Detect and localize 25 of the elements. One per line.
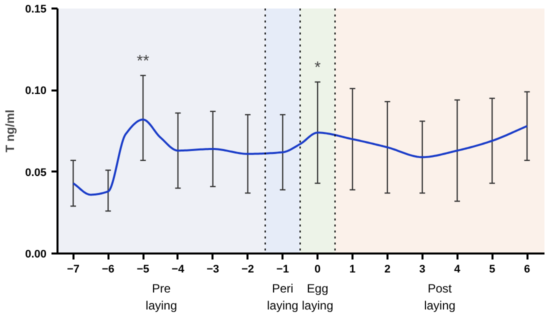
x-tick-label: −4: [172, 264, 186, 276]
x-tick-label: −2: [241, 264, 254, 276]
x-tick-label: 4: [454, 264, 462, 276]
y-tick-label: 0.10: [25, 85, 47, 98]
x-tick-label: 3: [419, 264, 426, 276]
x-tick-label: 6: [524, 264, 530, 276]
x-tick-label: −5: [136, 264, 150, 276]
y-axis-title: T ng/ml: [3, 110, 18, 152]
x-tick-label: −3: [206, 264, 220, 276]
y-tick-label: 0.00: [25, 248, 47, 260]
x-tick-label: 5: [489, 264, 496, 276]
band-label: Peri laying: [266, 282, 298, 312]
x-tick-label: −1: [276, 264, 289, 276]
annotation: *: [314, 60, 321, 76]
x-tick-label: −7: [66, 264, 80, 276]
x-tick-label: 2: [384, 264, 390, 276]
y-tick-label: 0.05: [25, 166, 47, 179]
band-label: Post laying: [424, 282, 456, 312]
band-label: Egg laying: [302, 282, 334, 312]
y-tick-label: 0.15: [25, 4, 47, 16]
band-label: Pre laying: [146, 282, 178, 312]
x-tick-label: 0: [314, 264, 321, 276]
x-tick-label: −6: [102, 264, 114, 276]
x-tick-label: 1: [349, 264, 356, 276]
annotation: **: [136, 52, 150, 70]
